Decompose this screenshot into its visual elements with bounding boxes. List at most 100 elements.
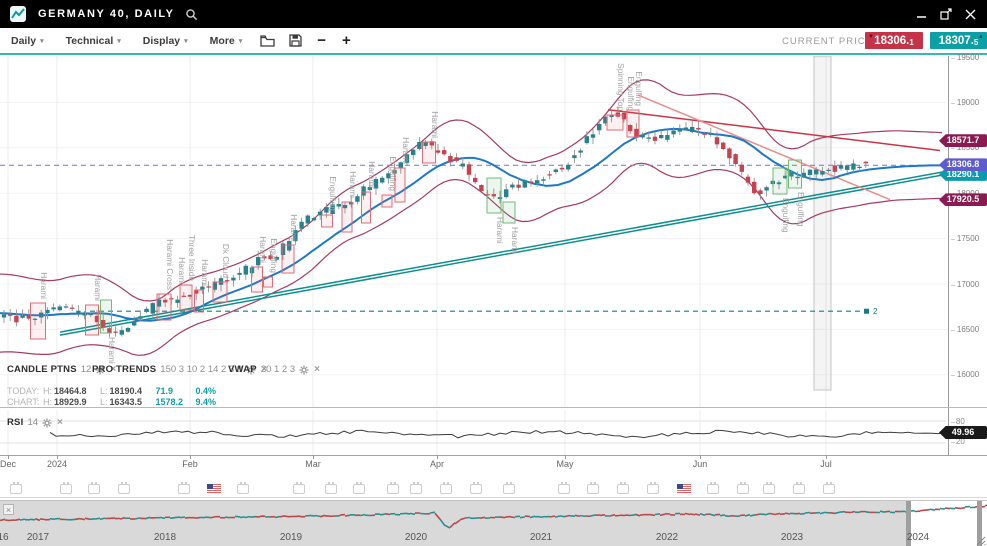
calendar-event-icon[interactable] (353, 484, 365, 494)
navigator-price-line (610, 515, 615, 516)
calendar-event-icon[interactable] (823, 484, 835, 494)
candle-body (727, 149, 731, 159)
calendar-event-icon[interactable] (410, 484, 422, 494)
price-tick-label: 17500 (951, 234, 979, 243)
indicator-rsi[interactable]: RSI 14 × (7, 417, 63, 428)
minimize-button[interactable] (915, 7, 929, 21)
navigator-price-line (100, 518, 105, 519)
navigator-price-line (160, 517, 165, 518)
month-label: May (556, 459, 573, 469)
navigator-price-line (90, 519, 95, 520)
candle-body (547, 174, 551, 175)
pattern-label: Harami (510, 227, 520, 254)
calendar-event-icon[interactable] (503, 484, 515, 494)
pattern-label: Harami (200, 259, 210, 286)
gear-icon[interactable] (299, 365, 309, 375)
save-icon[interactable] (289, 34, 302, 47)
calendar-event-icon[interactable] (118, 484, 130, 494)
calendar-event-icon[interactable] (558, 484, 570, 494)
highlight-band[interactable] (814, 56, 831, 390)
candle-body (8, 315, 12, 316)
pattern-label: Harami Cross (165, 239, 175, 290)
calendar-event-icon[interactable] (293, 484, 305, 494)
navigator-price-line (175, 517, 180, 518)
month-label: 2024 (47, 459, 67, 469)
navigator-price-line (360, 515, 365, 516)
pattern-label: Engulfing (781, 198, 791, 233)
gear-icon[interactable] (299, 365, 309, 375)
calendar-event-icon[interactable] (737, 484, 749, 494)
calendar-event-icon[interactable] (10, 484, 22, 494)
candle-body (20, 316, 24, 318)
navigator-price-line (245, 517, 250, 518)
menu-more[interactable]: More▾ (199, 35, 254, 47)
pattern-label: Harami (401, 137, 411, 164)
pattern-box (773, 168, 787, 194)
calendar-event-icon[interactable] (763, 484, 775, 494)
calendar-event-icon[interactable] (440, 484, 452, 494)
navigator-price-line (285, 516, 290, 517)
gear-icon[interactable] (42, 418, 52, 428)
calendar-event-icon[interactable] (470, 484, 482, 494)
chart-toolbar: Daily▾ Technical▾ Display▾ More▾ − + CUR… (0, 28, 987, 55)
calendar-event-icon[interactable] (387, 484, 399, 494)
close-button[interactable] (963, 7, 977, 21)
restore-button[interactable] (939, 7, 953, 21)
navigator-close-icon[interactable]: × (3, 504, 14, 515)
calendar-event-icon[interactable] (237, 484, 249, 494)
us-flag-icon[interactable] (677, 484, 691, 494)
year-label: 2022 (656, 532, 678, 543)
candle-body (839, 165, 843, 169)
candle-body (585, 136, 589, 143)
calendar-event-icon[interactable] (178, 484, 190, 494)
month-tick (437, 455, 438, 459)
us-flag-icon[interactable] (207, 484, 221, 494)
candle-body (120, 330, 124, 335)
indicator-vwap[interactable]: VWAP 20 1 2 3 × (228, 364, 320, 375)
pattern-label: Harami (348, 171, 358, 198)
navigator-price-line (315, 516, 320, 517)
buy-price-badge[interactable]: ▲18307.5 (930, 32, 987, 49)
calendar-event-icon[interactable] (647, 484, 659, 494)
calendar-event-icon[interactable] (587, 484, 599, 494)
year-label: 2017 (27, 532, 49, 543)
level-marker-icon (864, 309, 869, 314)
pattern-box (282, 245, 294, 273)
resize-handle-icon[interactable] (974, 534, 986, 546)
search-icon[interactable] (185, 8, 198, 21)
menu-display[interactable]: Display▾ (132, 35, 199, 47)
navigator-price-line (95, 518, 100, 519)
indicator-params: 12 (81, 364, 92, 375)
navigator-price-line (465, 518, 470, 519)
zoom-in-button[interactable]: + (342, 32, 351, 49)
menu-daily[interactable]: Daily▾ (0, 35, 55, 47)
chevron-down-icon: ▾ (239, 37, 243, 45)
pattern-box (322, 215, 333, 227)
calendar-event-icon[interactable] (707, 484, 719, 494)
candle-body (70, 308, 74, 309)
month-tick (565, 455, 566, 459)
calendar-event-icon[interactable] (60, 484, 72, 494)
calendar-event-icon[interactable] (88, 484, 100, 494)
navigator-price-line (800, 514, 805, 515)
candle-body (709, 134, 713, 135)
navigator-price-line (510, 517, 515, 518)
calendar-event-icon[interactable] (617, 484, 629, 494)
menu-technical[interactable]: Technical▾ (55, 35, 132, 47)
remove-indicator-icon[interactable]: × (314, 364, 320, 375)
remove-indicator-icon[interactable]: × (57, 417, 63, 428)
pattern-label: Dk Cloud (221, 244, 231, 279)
navigator-price-line (450, 523, 455, 528)
zoom-out-button[interactable]: − (317, 32, 326, 49)
rsi-pane[interactable] (0, 410, 946, 455)
calendar-event-icon[interactable] (325, 484, 337, 494)
sell-price-badge[interactable]: ▼18306.1 (865, 32, 923, 49)
navigator-price-line (500, 517, 505, 518)
pane-separator[interactable] (0, 407, 987, 408)
calendar-event-icon[interactable] (793, 484, 805, 494)
gear-icon[interactable] (42, 418, 52, 428)
open-folder-icon[interactable] (260, 34, 275, 47)
